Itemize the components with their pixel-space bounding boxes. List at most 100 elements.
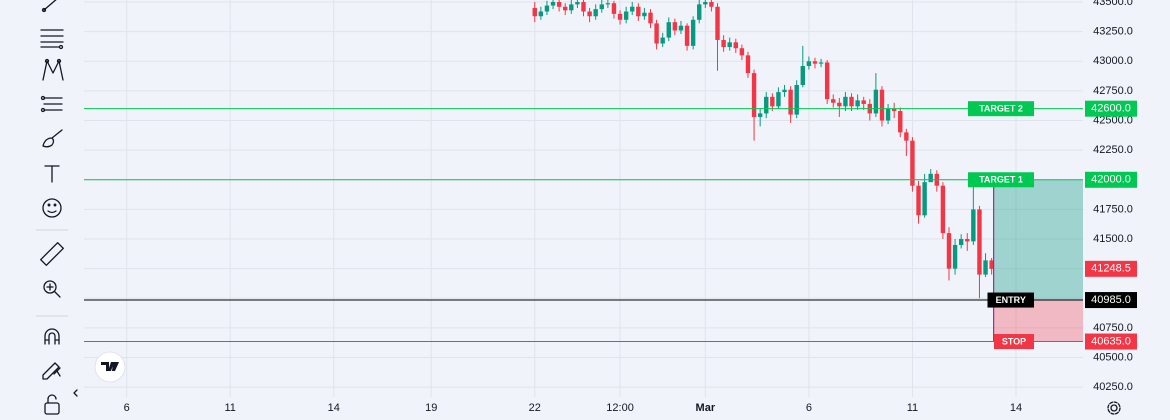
level-tag-bg <box>968 101 1034 117</box>
candle-body <box>544 5 550 12</box>
candle-body <box>837 102 842 107</box>
candle-body <box>831 99 836 103</box>
candle-body <box>898 111 903 133</box>
candle-body <box>690 19 696 46</box>
level-tag: TARGET 2 <box>979 104 1023 114</box>
candle-body <box>745 55 751 74</box>
candle-body <box>971 209 976 242</box>
candle-body <box>861 100 866 104</box>
candle-body <box>788 89 793 115</box>
y-tick-label: 42500.0 <box>1093 114 1133 126</box>
x-tick-label: Mar <box>696 402 716 414</box>
candle-body <box>721 39 726 48</box>
price-label-bg <box>1085 171 1137 188</box>
candle-body <box>751 73 757 117</box>
magnet-tool[interactable] <box>44 328 60 345</box>
candle-body <box>928 173 933 183</box>
price-label-bg <box>1085 333 1137 350</box>
collapse-toolbar[interactable] <box>73 389 78 397</box>
candle-body <box>946 233 952 269</box>
candle-body <box>757 113 763 117</box>
candle-body <box>569 4 574 11</box>
forecast-tool[interactable] <box>40 95 63 113</box>
price-label: 42000.0 <box>1091 174 1131 186</box>
plot-area <box>532 0 994 299</box>
candle-body <box>800 66 805 85</box>
y-tick-label: 43250.0 <box>1093 26 1133 38</box>
candle-body <box>642 12 647 17</box>
text-tool[interactable] <box>44 165 60 183</box>
x-tick-label: 6 <box>124 402 130 414</box>
emoji-tool[interactable] <box>42 198 62 218</box>
candle-body <box>697 4 702 20</box>
candle-body <box>843 96 848 107</box>
candle-body <box>782 89 787 93</box>
candle-body <box>556 2 562 7</box>
candle-body <box>855 100 860 107</box>
fib-tool[interactable] <box>40 29 64 50</box>
candle-body <box>538 11 544 17</box>
candle-body <box>709 2 714 7</box>
candle-body <box>636 6 641 17</box>
x-tick-label: 6 <box>806 402 812 414</box>
candle-body <box>587 11 592 17</box>
candle-body <box>904 132 909 141</box>
candle-body <box>575 2 580 5</box>
overlays: TARGET 2 TARGET 1 ENTRY STOP <box>84 101 1083 350</box>
brush-tool[interactable] <box>42 129 63 148</box>
candle-body <box>739 48 745 56</box>
candle-body <box>678 25 684 31</box>
zoom-tool[interactable] <box>43 280 61 298</box>
level-tag: TARGET 1 <box>979 175 1023 185</box>
y-tick-label: 42750.0 <box>1093 85 1133 97</box>
candle-body <box>672 22 678 31</box>
candle-body <box>770 96 775 107</box>
candle-body <box>879 89 885 121</box>
candle-body <box>794 84 799 115</box>
x-tick-label: 12:00 <box>606 402 634 414</box>
line-tool[interactable] <box>41 0 59 13</box>
candle-body <box>764 96 769 114</box>
level-tag-bg <box>968 172 1034 188</box>
candle-body <box>550 2 556 6</box>
candle-body <box>733 42 738 49</box>
price-label: 42600.0 <box>1091 103 1131 115</box>
unlock-tool[interactable] <box>44 394 60 415</box>
candle-body <box>885 108 891 121</box>
candle-body <box>684 25 690 46</box>
candle-body <box>593 9 598 17</box>
pattern-tool[interactable] <box>42 58 64 81</box>
candle-body <box>532 7 537 17</box>
candle-body <box>703 2 708 5</box>
settings-button[interactable] <box>1107 401 1121 415</box>
current-price-bg <box>1085 260 1137 277</box>
y-tick-label: 43000.0 <box>1093 55 1133 67</box>
candle-body <box>958 239 964 245</box>
x-tick-label: 22 <box>529 402 541 414</box>
logo <box>94 351 126 383</box>
lock-drawings-tool[interactable] <box>42 362 61 380</box>
candle-body <box>715 6 720 40</box>
candle-body <box>965 239 970 242</box>
candle-body <box>983 260 988 275</box>
candle-body <box>611 3 617 14</box>
level-tag: STOP <box>1002 336 1026 346</box>
candle-body <box>660 37 665 44</box>
candle-body <box>922 182 927 216</box>
candle-body <box>989 260 994 269</box>
x-tick-label: 11 <box>907 402 918 414</box>
candle-body <box>818 62 824 64</box>
candle-body <box>849 96 854 107</box>
candle-body <box>916 185 921 216</box>
level-tag-bg <box>994 334 1034 350</box>
candle-body <box>812 61 818 64</box>
candle-body <box>873 89 879 114</box>
ruler-tool[interactable] <box>40 242 64 266</box>
candle-body <box>581 2 586 12</box>
candle-body <box>891 108 897 112</box>
candle-body <box>824 62 830 100</box>
y-tick-label: 41750.0 <box>1093 203 1133 215</box>
y-tick-label: 40250.0 <box>1093 381 1133 393</box>
y-tick-label: 40500.0 <box>1093 351 1133 363</box>
